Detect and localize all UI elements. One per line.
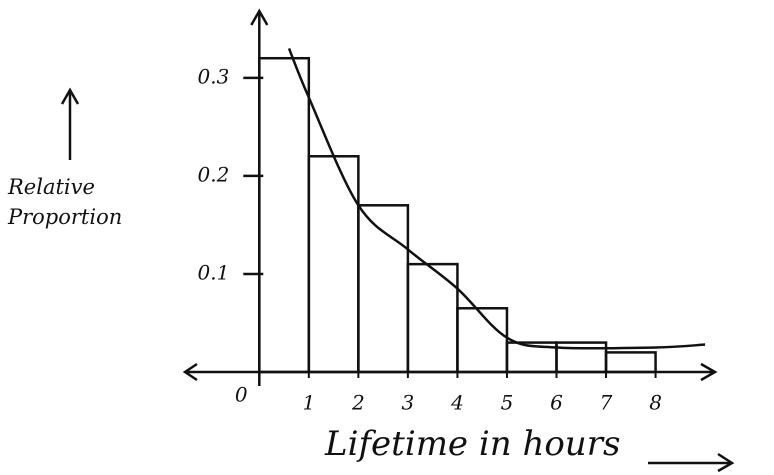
x-tick-label: 8 [649, 391, 662, 415]
bar [456, 307, 509, 374]
x-tick-label: 2 [351, 391, 365, 415]
y-axis-arrow [250, 8, 269, 26]
y-tick-label: 0.1 [197, 260, 229, 284]
y-axis-label: Relative Proportion [8, 175, 123, 229]
ylabel-arrow-head [60, 87, 80, 105]
bar [258, 56, 311, 374]
x-tick-label: 6 [550, 391, 563, 415]
x-tick-label: 7 [600, 391, 613, 415]
bar [406, 262, 459, 374]
x-axis-arrow [700, 362, 718, 382]
x-tick-label: 3 [402, 391, 415, 415]
y-tick-label: 0.3 [197, 64, 229, 88]
xlabel-arrow-head [717, 452, 735, 473]
y-tick-label: 0.2 [197, 162, 229, 186]
x-tick-label: 5 [501, 391, 514, 415]
x-axis-label: Lifetime in hours [325, 424, 621, 464]
fitted-curve [287, 47, 706, 350]
bar [307, 155, 360, 374]
bar [604, 351, 657, 374]
x-tick-label: 0 [235, 383, 248, 407]
x-axis-arrow-left [182, 362, 198, 382]
x-tick-label: 1 [302, 391, 315, 415]
x-tick-label: 4 [450, 391, 464, 415]
